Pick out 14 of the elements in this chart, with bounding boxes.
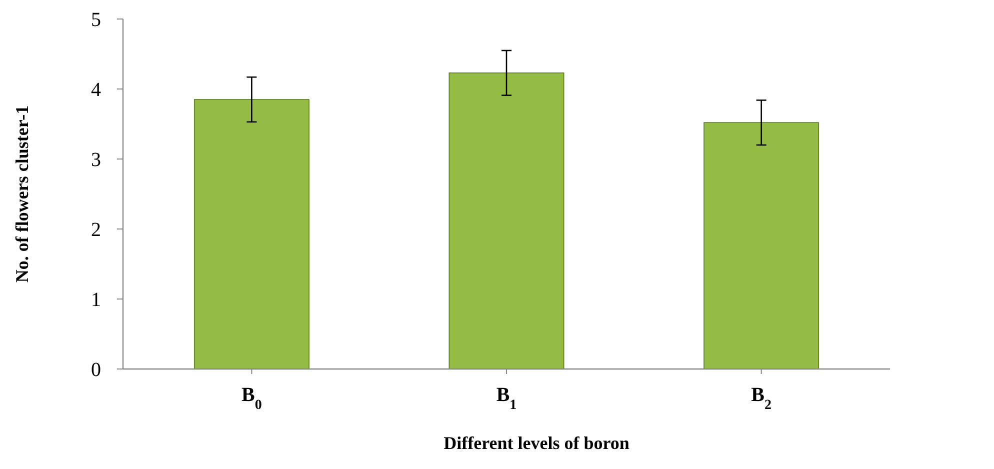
x-tick-label: B$_{0}$ — [242, 384, 262, 412]
y-tick-label: 0 — [91, 359, 101, 381]
y-tick-label: 1 — [91, 289, 101, 311]
y-axis-title: No. of flowers cluster-1 — [12, 105, 32, 283]
y-tick-label: 2 — [91, 219, 101, 241]
bar — [194, 99, 310, 370]
bar — [704, 122, 820, 370]
x-tick-label: B$_{2}$ — [751, 384, 772, 412]
x-tick-label: B$_{1}$ — [496, 384, 517, 412]
x-axis-title: Different levels of boron — [444, 433, 630, 453]
bar — [448, 72, 564, 370]
y-tick-label: 5 — [91, 9, 101, 31]
y-tick-label: 3 — [91, 149, 101, 171]
y-tick-label: 4 — [91, 79, 101, 101]
